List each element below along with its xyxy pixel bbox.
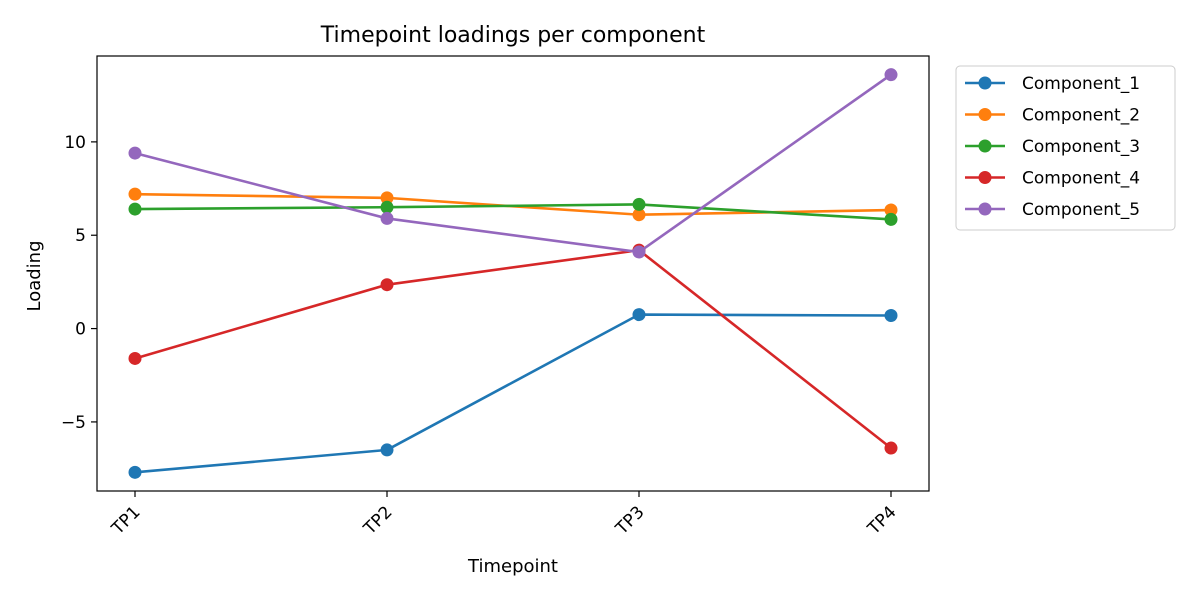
legend-label: Component_3	[1022, 137, 1140, 157]
data-point	[128, 465, 142, 479]
data-point	[380, 200, 394, 214]
plot-area: −5 0 5 10 TP1 TP2 TP3 TP4	[61, 55, 930, 539]
series-layer	[128, 68, 898, 479]
legend-swatch-marker	[978, 139, 992, 153]
x-axis: TP1 TP2 TP3 TP4	[107, 491, 901, 539]
data-point	[632, 208, 646, 222]
legend-item: Component_4	[965, 169, 1140, 189]
series-line	[134, 203, 892, 221]
legend-item: Component_5	[965, 200, 1140, 220]
legend-label: Component_1	[1022, 74, 1140, 94]
legend-item: Component_3	[965, 137, 1140, 157]
x-tick-label: TP2	[359, 502, 396, 539]
data-point	[884, 441, 898, 455]
data-point	[632, 308, 646, 322]
legend-item: Component_2	[965, 106, 1140, 126]
x-axis-title: Timepoint	[467, 556, 558, 577]
series-line	[134, 73, 892, 254]
legend-item: Component_1	[965, 74, 1140, 94]
chart-title: Timepoint loadings per component	[320, 23, 706, 48]
data-point	[380, 191, 394, 205]
y-axis-title: Loading	[24, 240, 45, 311]
series-line	[134, 248, 892, 450]
data-point	[380, 443, 394, 457]
data-point	[128, 187, 142, 201]
data-point	[380, 278, 394, 292]
series-line	[134, 313, 892, 474]
series-4	[128, 243, 898, 455]
y-tick-label: 10	[64, 133, 86, 153]
legend-frame	[955, 65, 1176, 231]
data-point	[128, 202, 142, 216]
data-point	[884, 309, 898, 323]
data-point	[632, 245, 646, 259]
legend: Component_1 Component_2 Component_3 Compone…	[955, 65, 1176, 231]
legend-items: Component_1 Component_2 Component_3 Compone…	[965, 74, 1140, 220]
legend-label: Component_5	[1022, 200, 1140, 220]
data-point	[884, 203, 898, 217]
y-axis: −5 0 5 10	[61, 133, 97, 433]
legend-swatch-marker	[978, 171, 992, 184]
series-2	[128, 187, 898, 222]
legend-label: Component_2	[1022, 106, 1140, 126]
series-1	[128, 308, 898, 479]
x-tick-label: TP1	[107, 502, 144, 539]
data-point	[884, 212, 898, 226]
legend-swatch-marker	[978, 108, 992, 121]
x-tick-label: TP4	[863, 502, 900, 539]
series-3	[128, 197, 898, 226]
data-point	[632, 197, 646, 211]
data-point	[884, 68, 898, 82]
y-tick-label: 5	[75, 226, 86, 246]
legend-label: Component_4	[1022, 169, 1140, 189]
y-tick-label: −5	[61, 413, 86, 433]
y-tick-label: 0	[75, 320, 86, 340]
plot-frame	[96, 55, 930, 492]
data-point	[128, 351, 142, 365]
legend-swatch-marker	[978, 202, 992, 216]
data-point	[380, 211, 394, 225]
series-5	[128, 68, 898, 259]
data-point	[128, 146, 142, 160]
x-tick-label: TP3	[611, 502, 648, 539]
legend-swatch-marker	[978, 76, 992, 90]
